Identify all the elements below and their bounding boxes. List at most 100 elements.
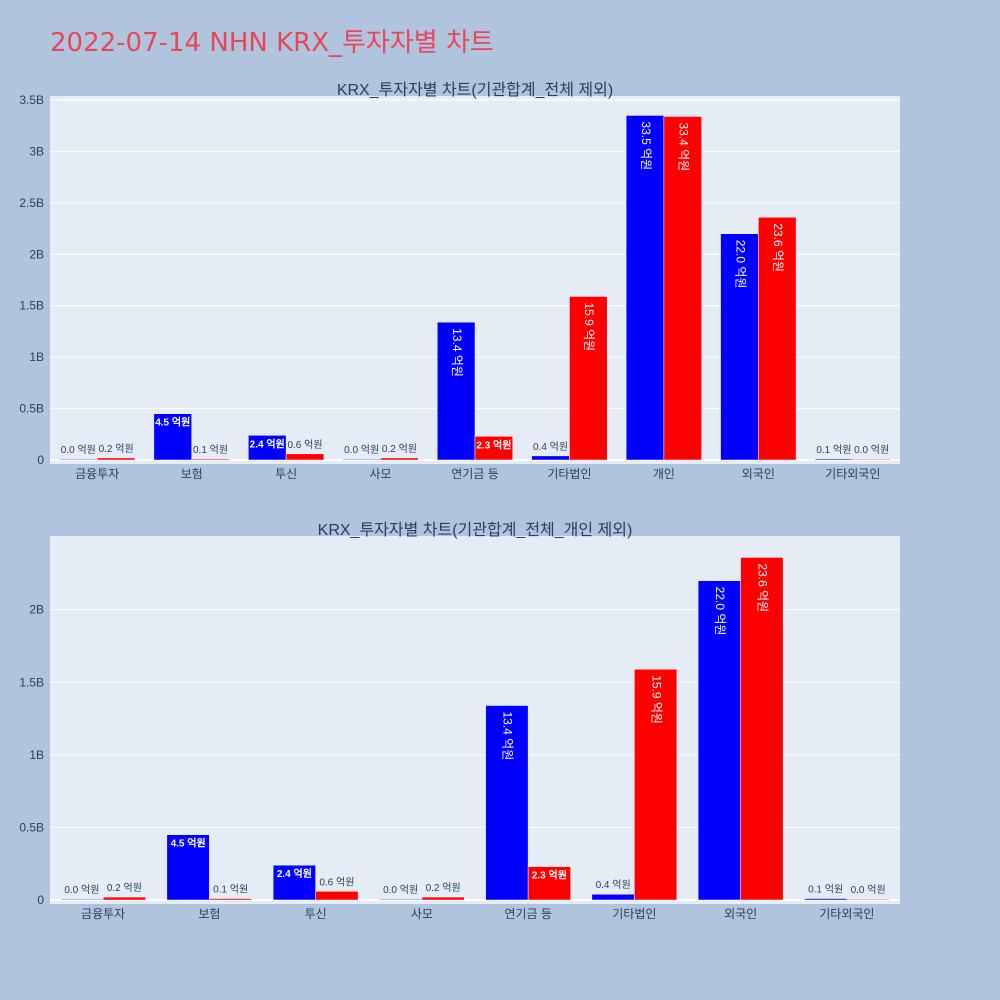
data-label: 4.5 억원 — [171, 837, 206, 850]
data-label: 22.0 억원 — [733, 240, 747, 289]
bar-buy — [720, 233, 759, 461]
data-label: 23.6 억원 — [756, 563, 770, 612]
bar-buy — [342, 458, 381, 461]
bar-sell — [285, 453, 325, 461]
x-tick-label: 보험 — [198, 907, 220, 921]
x-tick-label: 투신 — [275, 467, 297, 481]
x-tick-label: 기타외국인 — [825, 467, 880, 481]
data-label: 0.2 억원 — [99, 443, 134, 455]
bar-sell — [96, 457, 136, 461]
y-tick-label: 0.5B — [19, 402, 44, 416]
x-tick-label: 금융투자 — [81, 907, 125, 921]
data-label: 33.4 억원 — [677, 122, 691, 171]
bar-buy — [531, 455, 570, 461]
y-tick-label: 3.5B — [19, 93, 44, 107]
y-tick-label: 3B — [29, 144, 44, 158]
data-label: 0.0 억원 — [64, 884, 99, 896]
y-tick-label: 1B — [29, 350, 44, 364]
bar-buy — [485, 705, 529, 901]
bar-buy — [166, 834, 210, 901]
y-tick-label: 1.5B — [19, 675, 44, 689]
y-tick-label: 1.5B — [19, 299, 44, 313]
bar-sell — [315, 891, 359, 901]
x-tick-label: 외국인 — [724, 907, 757, 921]
bar-sell — [191, 458, 230, 461]
bar-buy — [248, 435, 287, 461]
x-tick-label: 기타법인 — [612, 907, 656, 921]
x-tick-label: 금융투자 — [75, 467, 119, 481]
page-title: 2022-07-14 NHN KRX_투자자별 차트 — [50, 28, 494, 58]
data-label: 0.2 억원 — [426, 882, 461, 894]
data-label: 13.4 억원 — [501, 711, 515, 760]
bar-sell — [209, 898, 253, 901]
y-tick-label: 2B — [29, 603, 44, 617]
bar-buy — [153, 413, 192, 461]
data-label: 0.4 억원 — [533, 441, 568, 453]
bar-buy — [436, 321, 476, 461]
bar-buy — [379, 898, 423, 901]
bar-sell — [474, 436, 514, 461]
data-label: 0.4 억원 — [596, 879, 631, 891]
data-label: 13.4 억원 — [450, 328, 464, 377]
bar-sell — [740, 557, 784, 901]
x-tick-label: 외국인 — [742, 467, 775, 481]
bar-sell — [380, 457, 419, 461]
data-label: 22.0 억원 — [713, 587, 727, 636]
y-tick-label: 2.5B — [19, 196, 44, 210]
data-label: 0.6 억원 — [319, 876, 354, 888]
data-label: 0.0 억원 — [61, 444, 96, 456]
data-label: 2.4 억원 — [277, 867, 312, 880]
data-label: 0.1 억원 — [213, 884, 248, 896]
bar-buy — [59, 458, 98, 461]
bar-sell — [846, 898, 890, 901]
y-tick-label: 0 — [37, 453, 44, 467]
data-label: 0.2 억원 — [107, 882, 142, 894]
bar-buy — [60, 898, 104, 901]
bar-sell — [569, 296, 608, 461]
x-tick-label: 기타법인 — [547, 467, 591, 481]
data-label: 0.1 억원 — [816, 444, 851, 456]
x-tick-label: 개인 — [653, 467, 675, 481]
x-tick-label: 연기금 등 — [504, 907, 552, 921]
bar-buy — [814, 458, 854, 461]
bar-buy — [697, 580, 741, 901]
x-tick-label: 사모 — [411, 907, 433, 921]
bar-sell — [758, 217, 797, 461]
chart-title: KRX_투자자별 차트(기관합계_전체_개인 제외) — [318, 521, 633, 539]
x-tick-label: 보험 — [181, 467, 203, 481]
data-label: 15.9 억원 — [582, 302, 596, 351]
x-tick-label: 투신 — [305, 907, 327, 921]
data-label: 0.2 억원 — [382, 443, 417, 455]
data-label: 15.9 억원 — [649, 675, 663, 724]
bar-chart-bottom: KRX_투자자별 차트(기관합계_전체_개인 제외) 0 0.5B 1B 1.5B 2B 금… — [19, 521, 900, 921]
data-label: 0.0 억원 — [383, 884, 418, 896]
data-label: 0.6 억원 — [287, 439, 322, 451]
data-label: 0.0 억원 — [344, 444, 379, 456]
bar-chart-top: KRX_투자자별 차트(기관합계_전체 제외) 0 0.5B 1B 1.5B 2B 2.5B… — [19, 81, 900, 481]
bar-sell — [663, 116, 702, 461]
y-tick-label: 2B — [29, 247, 44, 261]
bar-sell — [102, 896, 146, 901]
data-label: 0.0 억원 — [851, 884, 886, 896]
y-tick-label: 0 — [37, 893, 44, 907]
data-label: 2.3 억원 — [476, 438, 511, 451]
data-label: 23.6 억원 — [771, 223, 785, 272]
x-tick-label: 사모 — [370, 467, 392, 481]
data-label: 2.4 억원 — [250, 437, 285, 450]
y-tick-label: 0.5B — [19, 820, 44, 834]
data-label: 0.0 억원 — [854, 444, 889, 456]
y-tick-label: 1B — [29, 748, 44, 762]
bar-buy — [591, 893, 635, 901]
data-label: 2.3 억원 — [532, 869, 567, 882]
bar-sell — [421, 896, 465, 901]
data-label: 33.5 억원 — [639, 121, 653, 170]
data-label: 0.1 억원 — [808, 884, 843, 896]
bar-buy — [272, 864, 316, 901]
bar-sell — [527, 866, 571, 901]
data-label: 0.1 억원 — [193, 444, 228, 456]
data-label: 4.5 억원 — [155, 416, 190, 429]
bar-buy — [804, 898, 848, 901]
bar-sell — [852, 458, 891, 461]
x-tick-label: 기타외국인 — [819, 907, 874, 921]
bar-sell — [634, 668, 678, 901]
